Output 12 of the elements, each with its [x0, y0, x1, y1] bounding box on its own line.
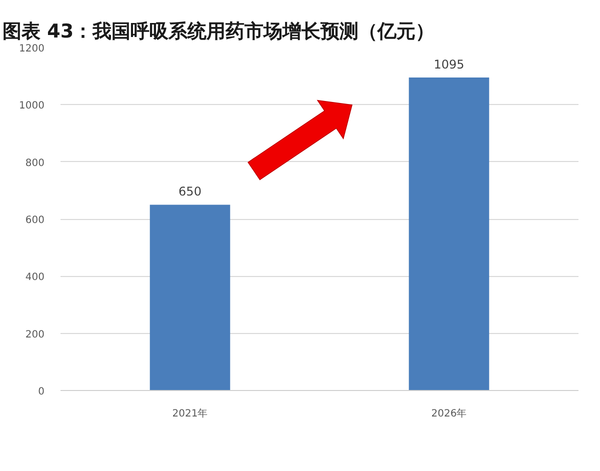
data-label: 650: [178, 184, 202, 199]
x-tick-label: 2026年: [431, 408, 467, 420]
data-label: 1095: [434, 58, 464, 72]
y-tick-label: 1000: [19, 100, 45, 112]
y-tick-label: 1200: [19, 44, 45, 54]
chart-title: 图表 43：我国呼吸系统用药市场增长预测（亿元）: [2, 20, 435, 42]
y-tick-label: 0: [38, 386, 45, 398]
y-tick-label: 400: [25, 272, 45, 284]
y-tick-label: 200: [25, 329, 45, 340]
x-tick-label: 2021年: [172, 408, 208, 420]
y-tick-label: 800: [25, 158, 45, 169]
y-tick-label: 600: [25, 215, 45, 226]
